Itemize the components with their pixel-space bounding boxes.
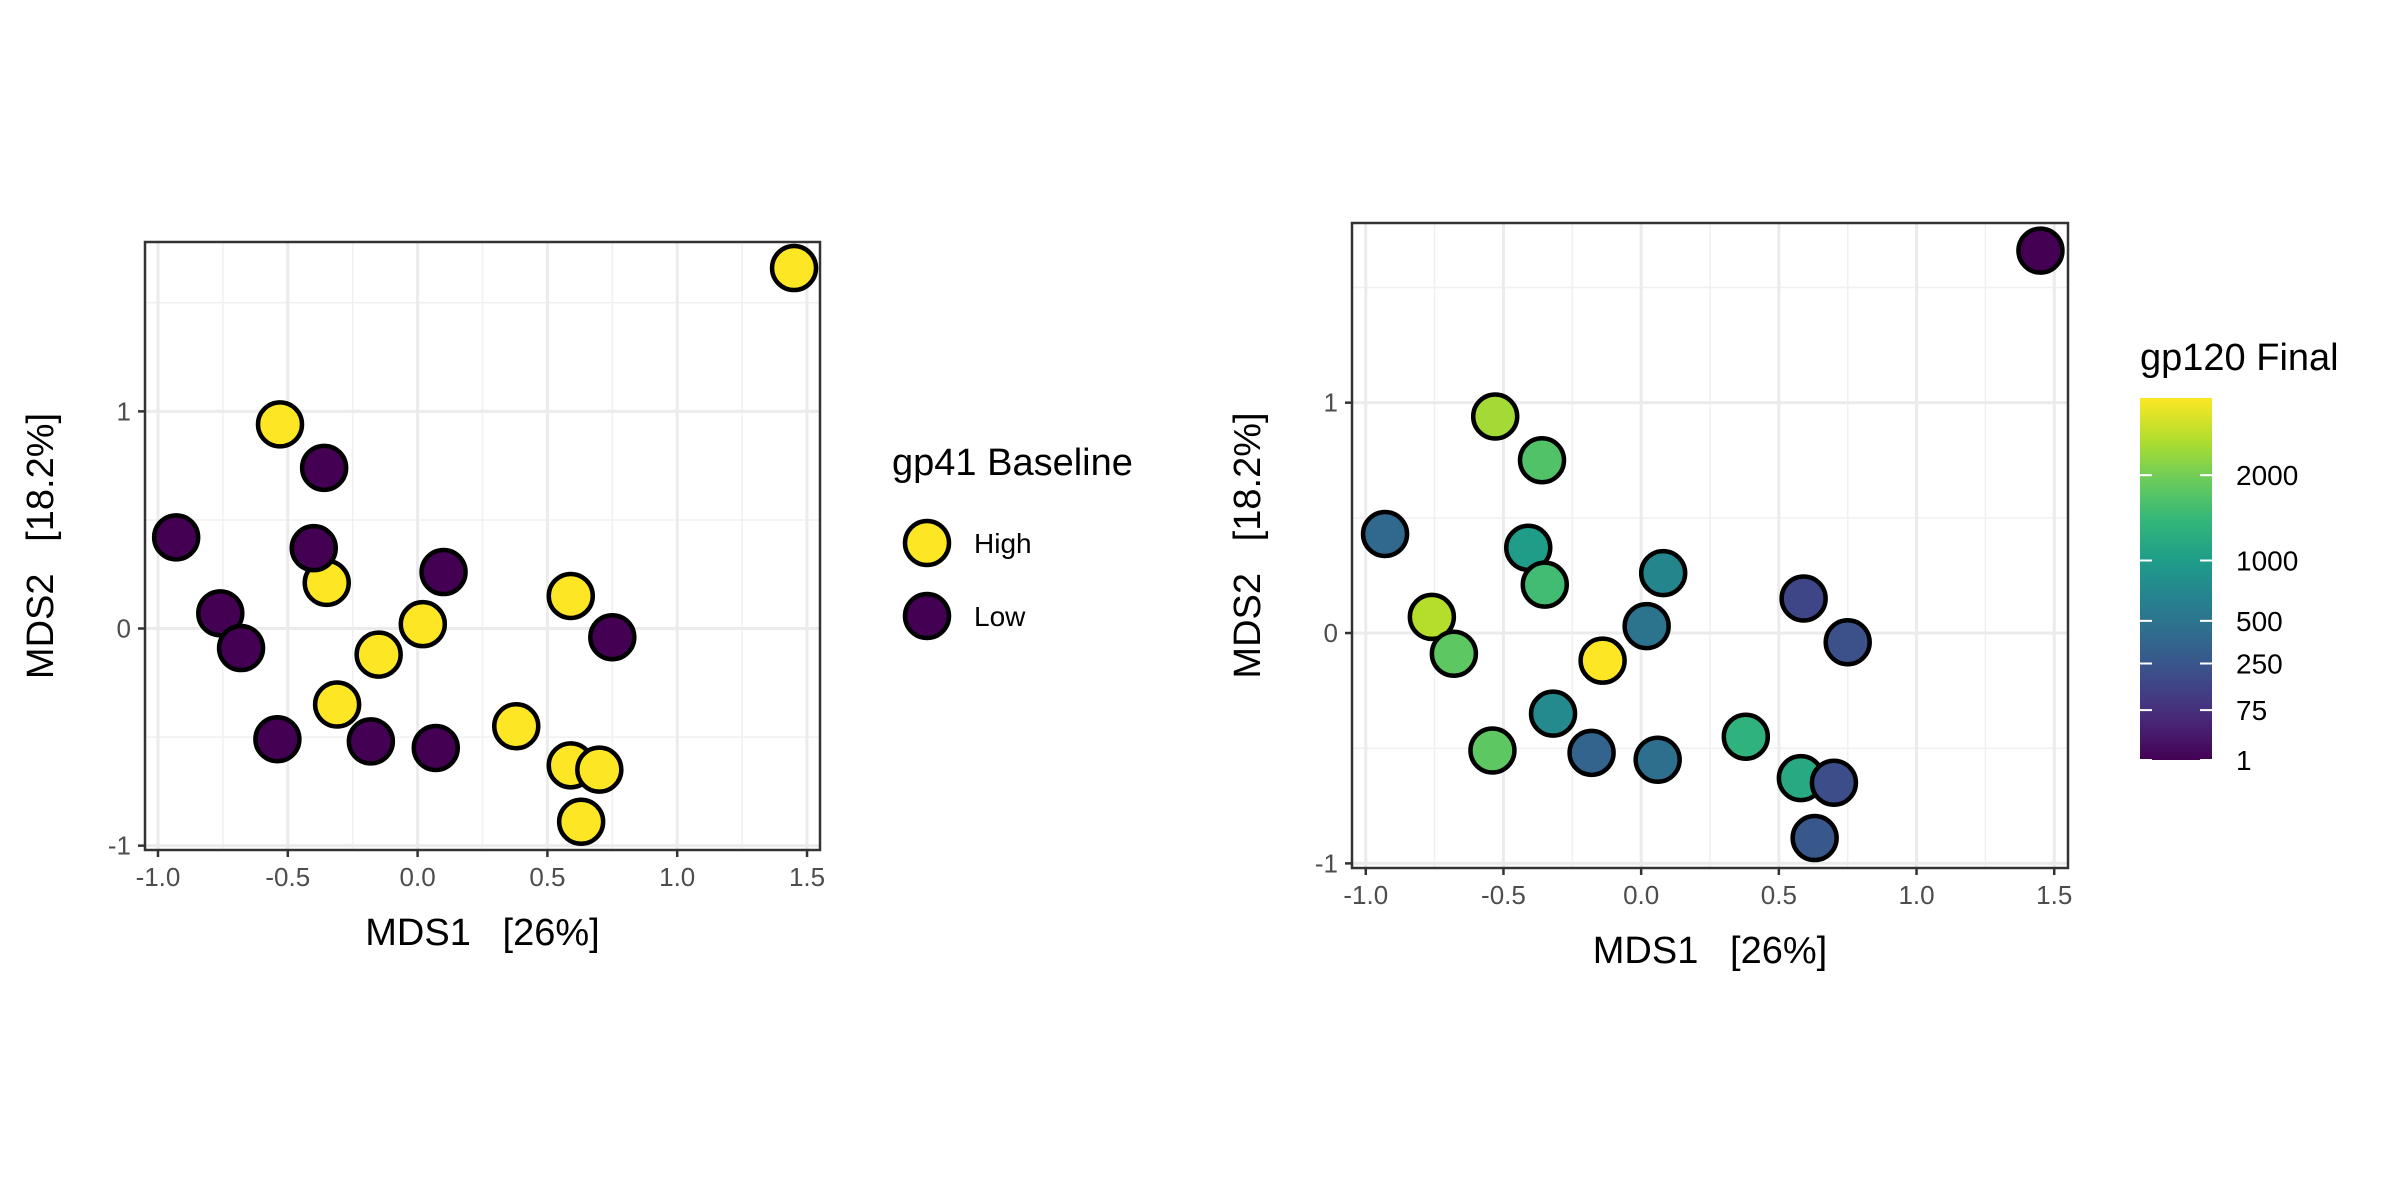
colorbar-tick-label: 250	[2236, 649, 2283, 680]
colorbar-title: gp120 Final	[2140, 337, 2339, 379]
x-axis-title: MDS1 [26%]	[1593, 930, 1827, 972]
y-axis-title: MDS2 [18.2%]	[20, 413, 62, 679]
x-tick-label: 1.0	[659, 862, 695, 892]
panel-border	[143, 240, 822, 852]
data-point	[1470, 392, 1520, 441]
colorbar-tick-label: 1000	[2236, 546, 2298, 577]
data-point-high	[769, 243, 819, 293]
data-point-low	[411, 723, 461, 773]
data-point	[1407, 592, 1457, 642]
legend-label-low: Low	[974, 601, 1026, 632]
x-tick-label: -1.0	[136, 862, 181, 892]
data-point	[1520, 560, 1570, 609]
data-point	[1468, 726, 1517, 775]
y-tick-label: -1	[1315, 848, 1338, 878]
panel-border	[1350, 221, 2070, 870]
data-point-low	[253, 715, 302, 764]
data-point-low	[216, 623, 266, 673]
data-point	[1360, 509, 1410, 559]
colorbar-tick-label: 75	[2236, 695, 2267, 726]
y-axis-title: MDS2 [18.2%]	[1227, 412, 1269, 678]
data-point-low	[419, 547, 468, 597]
data-point-low	[151, 513, 201, 562]
colorbar	[2140, 398, 2212, 760]
x-tick-label: 0.5	[529, 862, 565, 892]
data-point	[1809, 758, 1859, 808]
legend-title: gp41 Baseline	[892, 442, 1133, 484]
data-point-low	[299, 443, 349, 493]
colorbar-tick-label: 1	[2236, 745, 2252, 776]
x-tick-label: -0.5	[265, 862, 310, 892]
y-tick-label: 1	[1324, 388, 1338, 418]
data-point-high	[398, 599, 448, 649]
data-point	[1633, 735, 1682, 784]
x-axis-title: MDS1 [26%]	[365, 912, 599, 954]
y-tick-label: -1	[108, 831, 131, 861]
y-tick-label: 0	[1324, 618, 1338, 648]
x-tick-label: -0.5	[1481, 880, 1526, 910]
data-point	[1823, 618, 1872, 667]
data-point	[1528, 689, 1578, 738]
legend-key-high	[902, 518, 952, 568]
x-tick-label: -1.0	[1343, 880, 1388, 910]
data-point-low	[289, 523, 338, 573]
legend-key-low	[902, 591, 952, 641]
data-point	[1779, 574, 1828, 623]
data-point-high	[575, 745, 624, 794]
x-tick-label: 1.5	[789, 862, 825, 892]
legend-label-high: High	[974, 528, 1032, 559]
data-point-high	[354, 630, 403, 679]
data-point-high	[546, 571, 596, 621]
data-point	[2016, 226, 2065, 275]
colorbar-tick-label: 500	[2236, 606, 2283, 637]
data-point	[1622, 601, 1671, 651]
x-tick-label: 0.5	[1761, 880, 1797, 910]
y-tick-label: 1	[117, 396, 131, 426]
data-point-high	[312, 680, 362, 729]
y-tick-label: 0	[117, 614, 131, 644]
colorbar-tick-label: 2000	[2236, 460, 2298, 491]
x-tick-label: 1.0	[1898, 880, 1934, 910]
data-point	[1429, 629, 1479, 679]
data-point	[1517, 436, 1567, 485]
x-tick-label: 0.0	[400, 862, 436, 892]
data-point-low	[346, 717, 396, 766]
chart-gp41-baseline: -1.0 -0.5 0.0 0.5 1.0 1.5 -1 0 1 MDS1 [26%] MDS2 […	[20, 240, 1133, 954]
data-point-high	[556, 797, 606, 847]
chart-gp120-final: -1.0 -0.5 0.0 0.5 1.0 1.5 -1 0 1 MDS1 [26%] MDS2 […	[1227, 221, 2339, 972]
data-point	[1638, 548, 1688, 598]
data-point	[1578, 636, 1627, 685]
data-point-high	[255, 400, 305, 449]
data-point-low	[196, 589, 245, 638]
data-point	[1567, 728, 1616, 778]
data-point-high	[492, 701, 541, 751]
data-point	[1721, 712, 1771, 761]
data-point	[1790, 813, 1839, 863]
data-point-low	[588, 612, 637, 662]
x-tick-label: 1.5	[2036, 880, 2072, 910]
x-tick-label: 0.0	[1623, 880, 1659, 910]
